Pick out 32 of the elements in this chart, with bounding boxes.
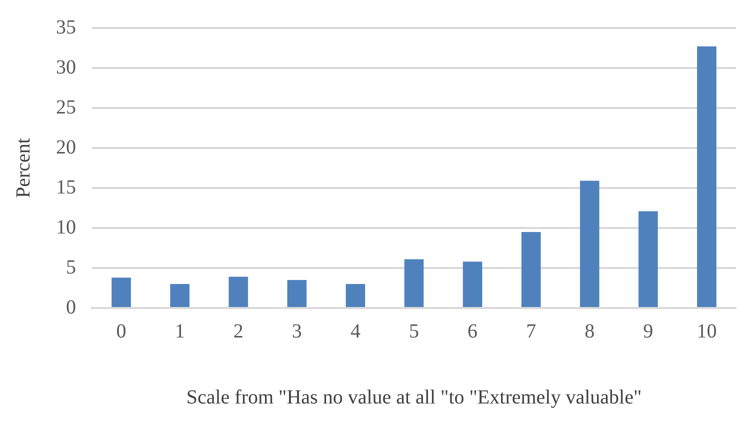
bar xyxy=(521,232,541,307)
bar xyxy=(404,259,424,307)
x-tick-label: 1 xyxy=(174,320,185,342)
y-tick-label: 5 xyxy=(66,256,76,278)
bar xyxy=(697,46,716,307)
x-tick-label: 10 xyxy=(696,320,717,342)
bar xyxy=(112,278,131,307)
x-tick-label: 5 xyxy=(409,320,419,342)
y-tick-label: 20 xyxy=(56,136,76,158)
x-tick-label: 6 xyxy=(468,320,478,342)
bar xyxy=(462,262,482,307)
x-tick-label: 3 xyxy=(292,320,302,342)
y-tick-label: 25 xyxy=(56,96,76,118)
x-tick-label: 9 xyxy=(643,320,654,342)
y-tick-label: 10 xyxy=(56,216,76,238)
bar xyxy=(170,284,190,307)
bar xyxy=(287,280,307,307)
y-tick-label: 0 xyxy=(66,296,76,318)
bar xyxy=(346,284,366,307)
x-tick-label: 0 xyxy=(116,320,126,342)
bar xyxy=(580,180,600,307)
x-tick-label: 8 xyxy=(584,320,595,342)
y-axis-title: Percent xyxy=(12,138,34,198)
y-tick-label: 30 xyxy=(56,56,76,78)
x-tick-label: 4 xyxy=(350,320,360,342)
x-tick-label: 7 xyxy=(526,320,536,342)
x-tick-label: 2 xyxy=(233,320,244,342)
x-axis-title: Scale from "Has no value at all "to "Extremely valuable" xyxy=(186,386,642,408)
y-tick-label: 35 xyxy=(56,16,76,38)
y-tick-label: 15 xyxy=(56,176,76,198)
bar xyxy=(228,276,248,307)
bar xyxy=(638,211,658,307)
